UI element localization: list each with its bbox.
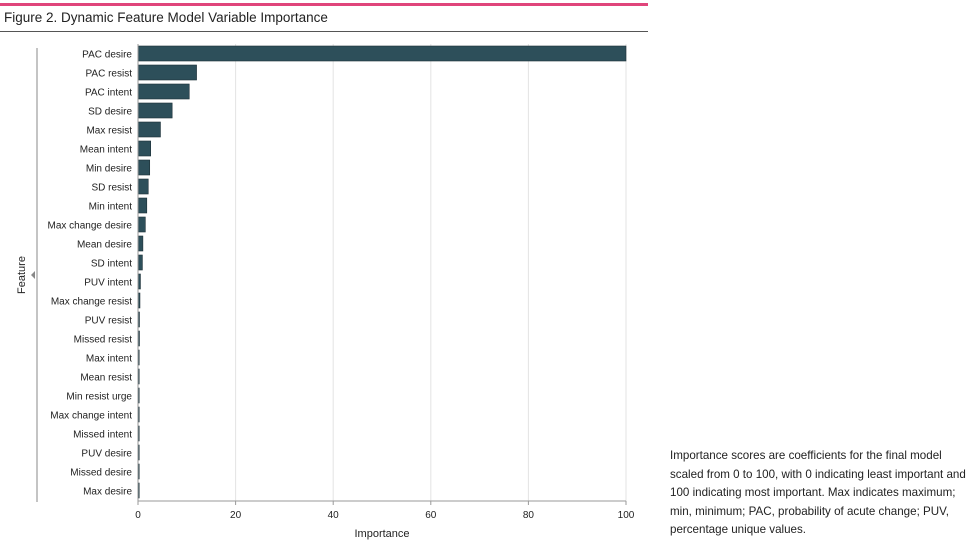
x-tick-label: 60 <box>425 510 437 521</box>
title-accent-line <box>0 3 648 6</box>
bar <box>137 178 149 195</box>
y-tick-label: Max change resist <box>51 296 132 307</box>
bars-group <box>137 45 627 499</box>
y-tick-label: SD intent <box>91 258 132 269</box>
bar <box>137 216 146 233</box>
x-tick-label: 40 <box>328 510 340 521</box>
y-tick-label: PAC resist <box>86 68 133 79</box>
y-tick-label: Mean intent <box>80 144 132 155</box>
y-tick-label: PUV resist <box>85 315 132 326</box>
bar <box>137 235 144 252</box>
bar-chart: PAC desire PAC resist PAC intent SD desire M… <box>16 44 635 540</box>
y-tick-label: PUV intent <box>84 277 132 288</box>
y-tick-label: PUV desire <box>81 448 132 459</box>
feature-arrow-icon <box>31 271 35 279</box>
bar <box>137 45 627 62</box>
x-axis-ticks: 0 20 40 60 80 100 <box>135 501 635 521</box>
figure-caption: Importance scores are coefficients for t… <box>670 449 966 536</box>
bar <box>137 102 173 119</box>
y-tick-label: Max change desire <box>48 220 133 231</box>
y-tick-label: Mean resist <box>80 372 132 383</box>
bar <box>137 197 148 214</box>
bar <box>137 121 161 138</box>
y-tick-label: Min resist urge <box>66 391 132 402</box>
y-tick-label: Min desire <box>86 163 133 174</box>
y-tick-label: Missed intent <box>73 429 132 440</box>
y-tick-label: Missed resist <box>74 334 133 345</box>
figure-title: Figure 2. Dynamic Feature Model Variable… <box>4 10 328 25</box>
title-divider <box>0 31 648 32</box>
x-tick-label: 20 <box>230 510 242 521</box>
y-tick-label: Min intent <box>89 201 133 212</box>
x-tick-label: 100 <box>618 510 635 521</box>
gridlines <box>235 44 627 501</box>
y-tick-label: Max resist <box>86 125 132 136</box>
y-tick-label: Max intent <box>86 353 132 364</box>
y-tick-label: Max desire <box>83 486 132 497</box>
y-tick-label: Max change intent <box>50 410 132 421</box>
bar <box>137 254 143 271</box>
y-tick-label: Mean desire <box>77 239 132 250</box>
y-axis-label: Feature <box>16 256 28 294</box>
bar <box>137 64 197 81</box>
bar <box>137 140 151 157</box>
y-tick-label: Missed desire <box>70 467 132 478</box>
y-tick-label: PAC desire <box>82 49 132 60</box>
y-tick-labels: PAC desire PAC resist PAC intent SD desire M… <box>48 49 133 497</box>
x-tick-label: 80 <box>523 510 535 521</box>
y-tick-label: SD resist <box>91 182 132 193</box>
x-tick-label: 0 <box>135 510 141 521</box>
x-axis-label: Importance <box>354 528 409 540</box>
bar <box>137 159 151 176</box>
bar <box>137 83 190 100</box>
y-tick-label: SD desire <box>88 106 132 117</box>
y-tick-label: PAC intent <box>85 87 132 98</box>
